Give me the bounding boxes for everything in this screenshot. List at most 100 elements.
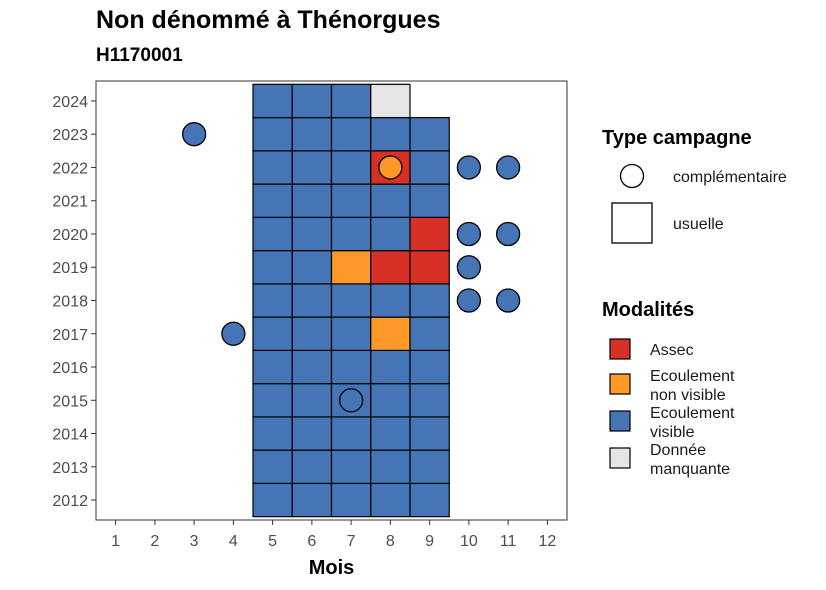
- legend-key-modalite-1: [609, 373, 631, 395]
- y-tick-label-2017: 2017: [52, 327, 88, 344]
- tile-2018-9: [409, 283, 450, 318]
- x-tick-label-10: 10: [460, 533, 478, 550]
- x-tick-label-5: 5: [268, 533, 277, 550]
- x-tick-label-8: 8: [386, 533, 395, 550]
- tile-2017-7: [330, 316, 372, 351]
- tile-2013-9: [409, 449, 450, 485]
- legend-key-complementaire: [619, 163, 645, 189]
- tile-2019-7: [330, 250, 372, 285]
- x-axis-title: Mois: [309, 557, 355, 579]
- tile-2023-5: [252, 116, 293, 152]
- chart-subtitle: H1170001: [96, 45, 183, 66]
- point-2015-7: [338, 388, 364, 413]
- x-tick-label-12: 12: [538, 533, 556, 550]
- tile-2012-7: [330, 482, 372, 518]
- y-tick-label-2022: 2022: [52, 160, 88, 177]
- tile-2024-5: [252, 83, 293, 119]
- tile-2013-7: [330, 449, 372, 485]
- point-2018-11: [495, 288, 521, 313]
- point-2020-11: [495, 221, 521, 247]
- point-2022-10: [456, 155, 482, 180]
- tile-2015-8: [370, 383, 411, 418]
- tile-2023-9: [409, 116, 450, 152]
- tile-2018-8: [370, 283, 411, 318]
- tile-2013-8: [370, 449, 411, 485]
- tile-2017-9: [409, 316, 450, 351]
- legend-label-complementaire: complémentaire: [673, 169, 787, 186]
- legend-label-modalite-1-line-0: Ecoulement: [650, 368, 735, 385]
- y-tick-label-2020: 2020: [52, 227, 88, 244]
- tile-2013-6: [291, 449, 333, 485]
- tile-2019-9: [409, 250, 450, 285]
- tile-2019-5: [252, 250, 293, 285]
- legend-label-modalite-1: Ecoulement non visible: [650, 368, 735, 404]
- x-tick-label-3: 3: [190, 533, 199, 550]
- tile-2022-6: [291, 150, 333, 185]
- legend-label-modalite-0: Assec: [650, 342, 694, 359]
- tile-2017-5: [252, 316, 293, 351]
- tile-2014-5: [252, 416, 293, 451]
- tile-2022-5: [252, 150, 293, 185]
- tile-2021-7: [330, 183, 372, 218]
- tile-2023-7: [330, 116, 372, 152]
- chart-title: Non dénommé à Thénorgues: [96, 6, 441, 34]
- tile-2022-9: [409, 150, 450, 185]
- tile-2014-6: [291, 416, 333, 451]
- point-2019-10: [456, 255, 482, 280]
- y-tick-label-2019: 2019: [52, 260, 88, 277]
- legend-type-title: Type campagne: [602, 127, 752, 149]
- tile-2021-5: [252, 183, 293, 218]
- legend-label-modalite-2: Ecoulement visible: [650, 405, 735, 441]
- tile-2020-9: [409, 216, 450, 252]
- x-tick-label-11: 11: [500, 533, 517, 550]
- legend-key-modalite-3: [609, 447, 631, 469]
- tile-2012-8: [370, 482, 411, 518]
- legend-key-modalite-0: [609, 338, 631, 360]
- tile-2015-9: [409, 383, 450, 418]
- legend-label-modalite-1-line-1: non visible: [650, 387, 726, 404]
- tile-2020-5: [252, 216, 293, 252]
- y-tick-label-2023: 2023: [52, 127, 88, 144]
- tile-2017-8: [370, 316, 411, 351]
- y-tick-label-2024: 2024: [52, 94, 88, 111]
- x-tick-label-9: 9: [425, 533, 434, 550]
- legend-label-modalite-3-line-0: Donnée: [650, 442, 706, 459]
- tile-2016-5: [252, 349, 293, 385]
- legend-key-modalite-2: [609, 410, 631, 432]
- tile-2023-6: [291, 116, 333, 152]
- y-tick-label-2014: 2014: [52, 427, 88, 444]
- tile-2014-9: [409, 416, 450, 451]
- tile-2021-9: [409, 183, 450, 218]
- legend-label-usuelle: usuelle: [673, 216, 724, 233]
- tile-2018-7: [330, 283, 372, 318]
- tile-2016-6: [291, 349, 333, 385]
- legend-modalites-title: Modalités: [602, 299, 694, 321]
- point-2020-10: [456, 221, 482, 247]
- tile-2016-7: [330, 349, 372, 385]
- y-tick-label-2015: 2015: [52, 393, 88, 410]
- tile-2022-7: [330, 150, 372, 185]
- x-tick-label-2: 2: [150, 533, 159, 550]
- tile-2016-9: [409, 349, 450, 385]
- tile-2024-7: [330, 83, 372, 119]
- x-tick-label-7: 7: [347, 533, 356, 550]
- point-2023-3: [181, 122, 207, 147]
- tile-2020-7: [330, 216, 372, 252]
- y-tick-label-2016: 2016: [52, 360, 88, 377]
- tile-2019-6: [291, 250, 333, 285]
- y-tick-label-2012: 2012: [52, 493, 88, 510]
- tile-2021-8: [370, 183, 411, 218]
- y-tick-label-2013: 2013: [52, 460, 88, 477]
- x-tick-label-6: 6: [307, 533, 316, 550]
- tile-2012-5: [252, 482, 293, 518]
- tile-2012-9: [409, 482, 450, 518]
- point-2022-8: [378, 155, 403, 180]
- x-tick-label-1: 1: [111, 533, 120, 550]
- tile-2014-7: [330, 416, 372, 451]
- tile-2020-8: [370, 216, 411, 252]
- tile-2019-8: [370, 250, 411, 285]
- point-2017-4: [221, 321, 246, 346]
- legend-label-modalite-3-line-1: manquante: [650, 461, 730, 478]
- tile-2020-6: [291, 216, 333, 252]
